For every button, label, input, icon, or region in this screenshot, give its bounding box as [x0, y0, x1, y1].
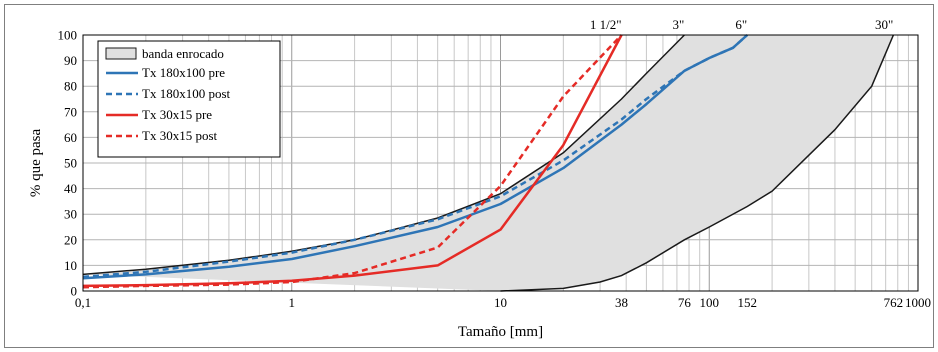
top-annotation-label: 6"	[735, 17, 747, 32]
x-tick-label: 1000	[905, 295, 931, 310]
y-tick-label: 70	[64, 104, 77, 119]
y-tick-label: 40	[64, 181, 77, 196]
y-tick-label: 90	[64, 53, 77, 68]
legend-label-series-2: Tx 30x15 pre	[142, 107, 212, 122]
legend-label-series-1: Tx 180x100 post	[142, 86, 231, 101]
legend-box	[97, 40, 281, 158]
x-tick-label: 0,1	[75, 295, 91, 310]
x-axis-label: Tamaño [mm]	[458, 324, 543, 340]
y-tick-label: 50	[64, 156, 77, 171]
band-lower-line	[500, 34, 895, 292]
y-tick-label: 100	[58, 28, 78, 43]
band-area	[83, 35, 894, 291]
series-line-3	[82, 34, 623, 289]
y-tick-labels: 0 10 20 30 40 50 60 70 80 90 100	[58, 28, 78, 299]
x-tick-label: 38	[615, 295, 628, 310]
series-line-1	[82, 34, 749, 279]
plot-area-border	[82, 34, 919, 292]
legend-label-band: banda enrocado	[142, 46, 224, 61]
y-axis-label: % que pasa	[28, 129, 44, 198]
top-annotation-label: 1 1/2"	[590, 17, 622, 32]
series-layer	[82, 34, 749, 289]
top-annotations: 1 1/2" 3" 6" 30"	[590, 17, 894, 32]
x-tick-label: 1	[289, 295, 296, 310]
legend-label-series-0: Tx 180x100 pre	[142, 65, 225, 80]
x-tick-label: 10	[494, 295, 507, 310]
y-tick-label: 60	[64, 130, 77, 145]
x-tick-label: 152	[737, 295, 757, 310]
x-tick-labels: 0,1 1 10 38 76 100 152 762 1000	[75, 295, 931, 310]
x-tick-label: 76	[678, 295, 692, 310]
legend-swatch-band	[105, 47, 137, 60]
y-tick-label: 30	[64, 207, 77, 222]
y-tick-label: 10	[64, 258, 77, 273]
y-tick-label: 80	[64, 79, 77, 94]
x-tick-label: 762	[884, 295, 904, 310]
y-tick-label: 20	[64, 232, 77, 247]
legend-entries: Tx 180x100 pre Tx 180x100 post Tx 30x15 pr…	[106, 65, 231, 143]
x-tick-label: 100	[700, 295, 720, 310]
top-annotation-label: 30"	[875, 17, 893, 32]
y-tick-label: 0	[71, 284, 78, 299]
legend-label-series-3: Tx 30x15 post	[142, 128, 218, 143]
top-annotation-label: 3"	[673, 17, 685, 32]
